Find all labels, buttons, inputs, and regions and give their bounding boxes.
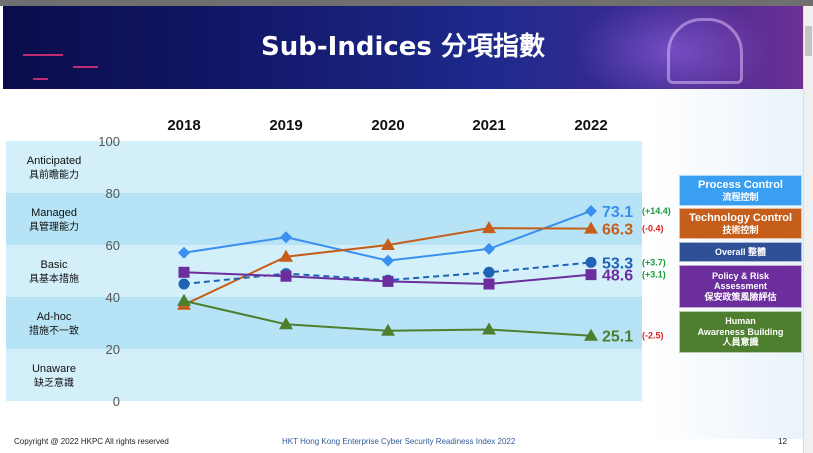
legend-item-process-control: Process Control 流程控制 bbox=[679, 175, 802, 206]
band-label-zh: 具管理能力 bbox=[29, 220, 79, 233]
data-label-human-awareness-building: 25.1 bbox=[602, 329, 633, 346]
change-label-process-control: (+14.4) bbox=[642, 206, 671, 216]
band-label: Unaware bbox=[32, 363, 76, 375]
band-label-zh: 具前瞻能力 bbox=[29, 168, 79, 181]
data-point bbox=[483, 266, 495, 278]
data-point bbox=[482, 221, 496, 234]
legend-label: Process Control bbox=[698, 179, 783, 191]
legend-label: Policy & Risk bbox=[711, 270, 769, 281]
band-basic bbox=[6, 245, 642, 297]
y-tick-label: 20 bbox=[106, 342, 120, 357]
change-label-overall: (+3.7) bbox=[642, 257, 666, 267]
data-point bbox=[483, 242, 495, 255]
band-label: Anticipated bbox=[27, 155, 81, 167]
y-tick-label: 80 bbox=[106, 186, 120, 201]
data-point bbox=[483, 278, 495, 290]
data-point bbox=[279, 249, 293, 262]
change-label-human-awareness-building: (-2.5) bbox=[642, 331, 664, 341]
change-label-technology-control: (-0.4) bbox=[642, 224, 664, 234]
legend-label: 保安政策風險評估 bbox=[704, 291, 777, 302]
padlock-icon bbox=[667, 18, 743, 84]
data-point bbox=[382, 254, 394, 267]
legend-label: Overall 整體 bbox=[714, 246, 767, 257]
banner-streak bbox=[33, 78, 48, 80]
band-unaware bbox=[6, 349, 642, 401]
legend-label: Awareness Building bbox=[697, 326, 784, 337]
data-label-technology-control: 66.3 bbox=[602, 222, 633, 239]
legend-background bbox=[650, 89, 803, 439]
legend-label: 人員意識 bbox=[722, 337, 759, 348]
page-title: Sub-Indices 分項指數 bbox=[261, 32, 545, 62]
data-label-process-control: 73.1 bbox=[602, 204, 633, 221]
x-tick-label: 2022 bbox=[574, 117, 607, 134]
legend-label: 技術控制 bbox=[722, 224, 759, 235]
legend-item-human: Human Awareness Building 人員意識 bbox=[679, 311, 802, 353]
data-point bbox=[584, 328, 598, 341]
x-tick-label: 2019 bbox=[269, 117, 302, 134]
data-point bbox=[178, 266, 190, 278]
legend-item-technology-control: Technology Control 技術控制 bbox=[679, 208, 802, 239]
data-point bbox=[279, 317, 293, 330]
window-top-bar bbox=[0, 0, 813, 6]
data-point bbox=[178, 278, 190, 290]
legend-label: 流程控制 bbox=[722, 191, 759, 202]
page-number: 12 bbox=[778, 437, 787, 446]
band-label: Basic bbox=[41, 259, 68, 271]
legend-label: Technology Control bbox=[688, 212, 793, 224]
band-ad-hoc bbox=[6, 297, 642, 349]
data-point bbox=[382, 275, 394, 287]
scrollbar-thumb[interactable] bbox=[805, 26, 812, 56]
x-tick-label: 2018 bbox=[167, 117, 200, 134]
data-point bbox=[178, 246, 190, 259]
band-label: Managed bbox=[31, 207, 77, 219]
legend-label: Human bbox=[725, 316, 756, 327]
band-label-zh: 措施不一致 bbox=[29, 324, 79, 337]
y-tick-label: 100 bbox=[98, 134, 120, 149]
data-point bbox=[280, 270, 292, 282]
legend-item-overall: Overall 整體 bbox=[679, 242, 802, 262]
y-tick-label: 0 bbox=[113, 394, 120, 409]
data-point bbox=[381, 323, 395, 336]
data-point bbox=[280, 231, 292, 244]
vertical-scrollbar[interactable] bbox=[803, 6, 813, 453]
banner-streak bbox=[73, 66, 98, 68]
data-point bbox=[584, 221, 598, 234]
legend-item-policy-risk: Policy & Risk Assessment 保安政策風險評估 bbox=[679, 265, 802, 308]
x-tick-label: 2020 bbox=[371, 117, 404, 134]
footer-report-title: HKT Hong Kong Enterprise Cyber Security … bbox=[282, 437, 516, 446]
copyright-text: Copyright @ 2022 HKPC All rights reserve… bbox=[14, 437, 169, 446]
data-point bbox=[585, 256, 597, 268]
banner-streak bbox=[23, 54, 63, 56]
band-label: Ad-hoc bbox=[37, 311, 72, 323]
band-managed bbox=[6, 193, 642, 245]
y-tick-label: 60 bbox=[106, 238, 120, 253]
data-point bbox=[381, 238, 395, 250]
title-banner: Sub-Indices 分項指數 bbox=[3, 6, 803, 89]
data-label-policy-risk-assessment: 48.6 bbox=[602, 268, 633, 285]
data-label-overall: 53.3 bbox=[602, 255, 633, 272]
legend-label: Assessment bbox=[713, 281, 767, 292]
band-label-zh: 缺乏意識 bbox=[34, 376, 74, 389]
data-point bbox=[482, 322, 496, 335]
y-tick-label: 40 bbox=[106, 290, 120, 305]
band-label-zh: 具基本措施 bbox=[29, 272, 79, 285]
data-point bbox=[177, 293, 191, 306]
x-tick-label: 2021 bbox=[472, 117, 505, 134]
data-point bbox=[585, 204, 597, 217]
band-anticipated bbox=[6, 141, 642, 193]
change-label-policy-risk-assessment: (+3.1) bbox=[642, 270, 666, 280]
data-point bbox=[585, 269, 597, 281]
